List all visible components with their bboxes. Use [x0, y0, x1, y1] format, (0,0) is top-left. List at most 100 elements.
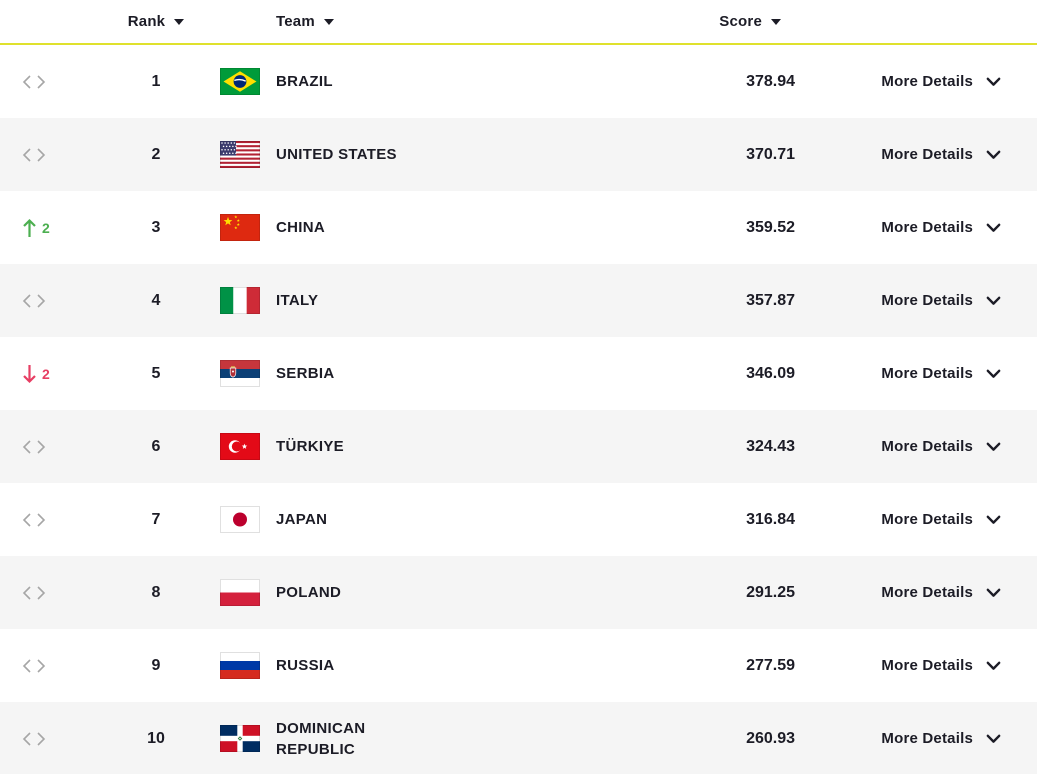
- table-row: 1 BRAZIL 378.94 More Details: [0, 45, 1037, 118]
- more-details-button[interactable]: More Details: [881, 365, 1001, 382]
- rank-change-cell: [0, 658, 96, 674]
- rank-cell: 5: [96, 365, 216, 383]
- team-cell: DOMINICAN REPUBLIC: [216, 718, 700, 760]
- details-cell: More Details: [815, 584, 1037, 601]
- rank-value: 5: [151, 364, 161, 382]
- more-details-button[interactable]: More Details: [881, 292, 1001, 309]
- score-cell: 324.43: [700, 438, 815, 456]
- chevron-down-icon: [986, 661, 1001, 670]
- rank-value: 2: [151, 145, 161, 163]
- chevron-down-icon: [986, 369, 1001, 378]
- more-details-button[interactable]: More Details: [881, 584, 1001, 601]
- rank-change-cell: [0, 74, 96, 90]
- team-cell: TÜRKIYE: [216, 433, 700, 460]
- table-row: 8 POLAND 291.25 More Details: [0, 556, 1037, 629]
- table-body: 1 BRAZIL 378.94 More Details 2 UNITED STATES 3…: [0, 45, 1037, 774]
- team-cell: BRAZIL: [216, 68, 700, 95]
- rank-change-cell: [0, 512, 96, 528]
- more-details-button[interactable]: More Details: [881, 511, 1001, 528]
- details-cell: More Details: [815, 146, 1037, 163]
- team-cell: SERBIA: [216, 360, 700, 387]
- flag-brazil-icon: [220, 68, 260, 95]
- column-header-score[interactable]: Score: [719, 13, 815, 30]
- rank-value: 8: [151, 583, 161, 601]
- rank-cell: 4: [96, 292, 216, 310]
- rank-change-cell: [0, 731, 96, 747]
- more-details-button[interactable]: More Details: [881, 438, 1001, 455]
- team-cell: UNITED STATES: [216, 141, 700, 168]
- chevron-down-icon: [986, 223, 1001, 232]
- score-cell: 291.25: [700, 584, 815, 602]
- more-details-button[interactable]: More Details: [881, 73, 1001, 90]
- score-cell: 357.87: [700, 292, 815, 310]
- score-value: 346.09: [746, 364, 795, 382]
- more-details-button[interactable]: More Details: [881, 219, 1001, 236]
- team-name: BRAZIL: [276, 73, 333, 90]
- chevron-down-icon: [986, 734, 1001, 743]
- team-name: DOMINICAN REPUBLIC: [276, 719, 366, 758]
- more-details-button[interactable]: More Details: [881, 657, 1001, 674]
- flag-serbia-icon: [220, 360, 260, 387]
- sort-desc-icon: [174, 18, 185, 25]
- rank-cell: 3: [96, 219, 216, 237]
- score-value: 291.25: [746, 583, 795, 601]
- rank-cell: 6: [96, 438, 216, 456]
- no-change-icon: [22, 439, 46, 454]
- table-row: 7 JAPAN 316.84 More Details: [0, 483, 1037, 556]
- table-row: 4 ITALY 357.87 More Details: [0, 264, 1037, 337]
- table-row: 6 TÜRKIYE 324.43 More Details: [0, 410, 1037, 483]
- score-value: 277.59: [746, 656, 795, 674]
- no-change-icon: [22, 293, 46, 308]
- table-header: Rank Team Score: [0, 0, 1037, 45]
- column-header-team[interactable]: Team: [216, 13, 700, 30]
- rank-cell: 1: [96, 73, 216, 91]
- more-details-label: More Details: [881, 292, 973, 309]
- more-details-button[interactable]: More Details: [881, 730, 1001, 747]
- rank-header-label: Rank: [127, 13, 166, 30]
- rank-change-cell: [0, 585, 96, 601]
- chevron-down-icon: [986, 296, 1001, 305]
- sort-desc-icon: [323, 18, 334, 25]
- team-name: SERBIA: [276, 365, 335, 382]
- more-details-label: More Details: [881, 584, 973, 601]
- score-value: 357.87: [746, 291, 795, 309]
- rank-change-cell: 2: [0, 218, 96, 238]
- rank-change-amount: 2: [42, 219, 50, 236]
- flag-japan-icon: [220, 506, 260, 533]
- team-name: UNITED STATES: [276, 146, 397, 163]
- score-value: 370.71: [746, 145, 795, 163]
- details-cell: More Details: [815, 292, 1037, 309]
- flag-poland-icon: [220, 579, 260, 606]
- details-cell: More Details: [815, 511, 1037, 528]
- no-change-icon: [22, 147, 46, 162]
- score-value: 359.52: [746, 218, 795, 236]
- rank-value: 9: [151, 656, 161, 674]
- rank-cell: 2: [96, 146, 216, 164]
- score-value: 260.93: [746, 729, 795, 747]
- more-details-label: More Details: [881, 219, 973, 236]
- score-cell: 316.84: [700, 511, 815, 529]
- rank-down-icon: [23, 364, 36, 383]
- team-name: JAPAN: [276, 511, 328, 528]
- flag-china-icon: [220, 214, 260, 241]
- more-details-label: More Details: [881, 438, 973, 455]
- flag-italy-icon: [220, 287, 260, 314]
- score-cell: 378.94: [700, 73, 815, 91]
- team-name: RUSSIA: [276, 657, 335, 674]
- column-header-rank[interactable]: Rank: [127, 13, 185, 30]
- details-cell: More Details: [815, 73, 1037, 90]
- score-value: 378.94: [746, 72, 795, 90]
- no-change-icon: [22, 512, 46, 527]
- more-details-button[interactable]: More Details: [881, 146, 1001, 163]
- rank-change-cell: [0, 439, 96, 455]
- score-value: 324.43: [746, 437, 795, 455]
- rank-up-icon: [23, 218, 36, 237]
- more-details-label: More Details: [881, 730, 973, 747]
- chevron-down-icon: [986, 588, 1001, 597]
- details-cell: More Details: [815, 657, 1037, 674]
- rank-cell: 8: [96, 584, 216, 602]
- team-name: TÜRKIYE: [276, 438, 344, 455]
- score-cell: 346.09: [700, 365, 815, 383]
- chevron-down-icon: [986, 442, 1001, 451]
